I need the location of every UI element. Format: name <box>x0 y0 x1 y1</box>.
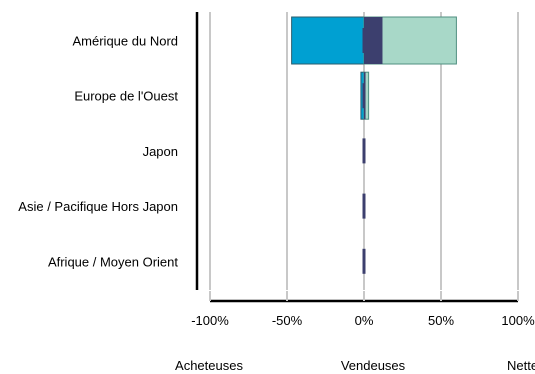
tick-label: 50% <box>428 313 454 328</box>
bar-amerique-du-nord-acheteuses <box>291 16 365 65</box>
category-label: Europe de l'Ouest <box>74 89 178 104</box>
tick-label: 0% <box>355 313 374 328</box>
category-label: Japon <box>143 144 178 159</box>
legend-item-acheteuses: Acheteuses <box>175 358 243 373</box>
category-labels: Amérique du Nord Europe de l'Ouest Japon As… <box>18 34 178 270</box>
legend-item-nettes: Nettes <box>507 358 535 373</box>
category-label: Amérique du Nord <box>73 34 179 49</box>
legend: Acheteuses Vendeuses Nettes <box>175 358 535 373</box>
bar-amerique-du-nord-vendeuses <box>364 17 383 64</box>
category-label: Afrique / Moyen Orient <box>48 254 178 269</box>
category-label: Asie / Pacifique Hors Japon <box>18 199 178 214</box>
x-axis-ticks: -100% -50% 0% 50% 100% <box>191 291 535 328</box>
tick-label: -100% <box>191 313 229 328</box>
tick-label: 100% <box>501 313 535 328</box>
bars <box>291 16 457 274</box>
legend-item-vendeuses: Vendeuses <box>341 358 406 373</box>
tick-label: -50% <box>272 313 303 328</box>
